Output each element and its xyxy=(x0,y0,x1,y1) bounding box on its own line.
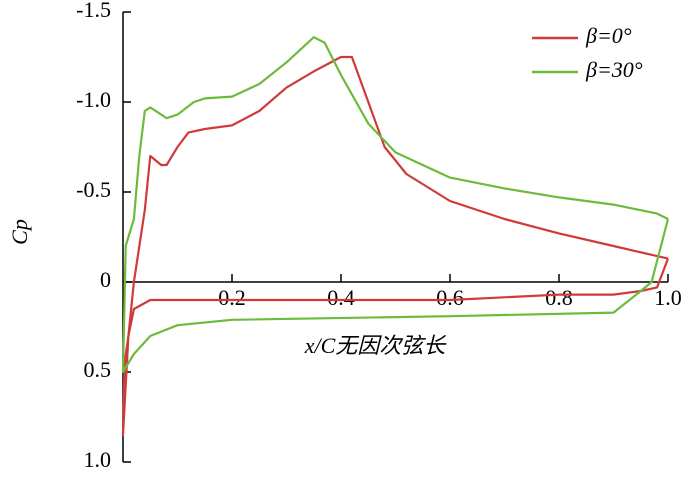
y-axis-label: Cp xyxy=(7,219,32,245)
y-tick-label: 0 xyxy=(100,267,111,292)
x-axis-label: x/C无因次弦长 xyxy=(304,333,448,358)
x-tick-label: 1.0 xyxy=(654,285,682,310)
series-line xyxy=(121,55,670,437)
x-tick-label: 0.4 xyxy=(327,285,355,310)
y-tick-label: -0.5 xyxy=(76,177,111,202)
y-tick-label: -1.0 xyxy=(76,87,111,112)
legend-label: β=0° xyxy=(585,23,632,48)
legend-label: β=30° xyxy=(585,57,643,82)
y-tick-label: -1.5 xyxy=(76,0,111,22)
series-line xyxy=(121,36,670,374)
y-tick-label: 1.0 xyxy=(84,447,112,472)
x-tick-label: 0.2 xyxy=(218,285,246,310)
y-tick-label: 0.5 xyxy=(84,357,112,382)
x-tick-label: 0.6 xyxy=(436,285,464,310)
x-tick-label: 0.8 xyxy=(545,285,573,310)
